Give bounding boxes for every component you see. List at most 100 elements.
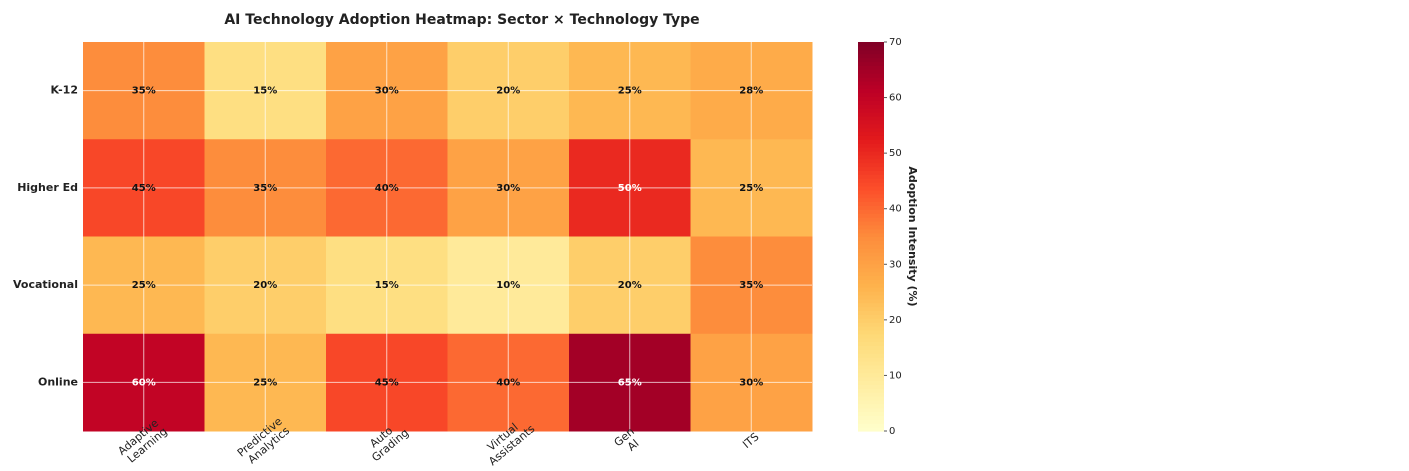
colorbar-segment (858, 395, 884, 401)
colorbar-segment (858, 209, 884, 214)
colorbar-segment (858, 357, 884, 362)
colorbar-segment (858, 45, 884, 51)
colorbar-segment (858, 294, 884, 300)
colorbar-segment (858, 236, 884, 241)
colorbar-segment (858, 88, 884, 94)
colorbar-segment (858, 193, 884, 199)
colorbar-segment (858, 108, 884, 113)
colorbar-tick-label: 70 (889, 37, 902, 48)
colorbar-tick-label: 30 (889, 259, 902, 270)
colorbar-segment (858, 147, 884, 152)
colorbar-segment (858, 403, 884, 409)
colorbar-segment (858, 92, 884, 98)
value-label: 50% (618, 183, 642, 194)
colorbar-segment (858, 380, 884, 385)
colorbar-tick-label: 20 (889, 315, 902, 326)
colorbar-segment (858, 154, 884, 160)
colorbar-segment (858, 150, 884, 156)
colorbar-segment (858, 53, 884, 59)
colorbar-segment (858, 372, 884, 378)
colorbar-segment (858, 376, 884, 382)
colorbar-segment (858, 65, 884, 70)
colorbar-segment (858, 259, 884, 265)
colorbar-segment (858, 69, 884, 74)
colorbar-segment (858, 271, 884, 276)
colorbar-segment (858, 306, 884, 312)
colorbar-label: Adoption Intensity (%) (906, 166, 919, 306)
value-label: 25% (618, 86, 642, 97)
colorbar-segment (858, 341, 884, 347)
value-label: 30% (739, 377, 763, 388)
colorbar-tick-label: 60 (889, 93, 902, 104)
value-label: 20% (496, 86, 520, 97)
value-label: 28% (739, 86, 763, 97)
colorbar-tick-label: 10 (889, 370, 902, 381)
colorbar-segment (858, 240, 884, 245)
y-tick-label: K-12 (51, 84, 78, 97)
colorbar-segment (858, 84, 884, 90)
value-label: 35% (253, 183, 277, 194)
colorbar-segment (858, 318, 884, 323)
colorbar-segment (858, 131, 884, 136)
colorbar-segment (858, 232, 884, 238)
colorbar-segment (858, 189, 884, 195)
value-label: 15% (375, 280, 399, 291)
value-label: 40% (496, 377, 520, 388)
colorbar-segment (858, 353, 884, 358)
colorbar-segment (858, 127, 884, 133)
colorbar-segment (858, 228, 884, 234)
colorbar-segment (858, 170, 884, 175)
colorbar-segment (858, 279, 884, 284)
colorbar-segment (858, 42, 884, 47)
colorbar-tick-label: 50 (889, 148, 902, 159)
colorbar-segment (858, 182, 884, 187)
colorbar-segment (858, 96, 884, 101)
colorbar-segment (858, 100, 884, 105)
x-tick-label: Auto Grading (362, 417, 412, 464)
value-label: 25% (132, 280, 156, 291)
colorbar-segment (858, 115, 884, 121)
colorbar-segment (858, 158, 884, 164)
colorbar-segment (858, 325, 884, 331)
value-label: 30% (496, 183, 520, 194)
colorbar-segment (858, 399, 884, 405)
colorbar-segment (858, 224, 884, 230)
colorbar-segment (858, 166, 884, 171)
colorbar-segment (858, 392, 884, 397)
colorbar-segment (858, 185, 884, 191)
value-label: 30% (375, 86, 399, 97)
value-label: 40% (375, 183, 399, 194)
colorbar-segment (858, 337, 884, 343)
colorbar-segment (858, 302, 884, 308)
colorbar-segment (858, 73, 884, 78)
colorbar-segment (858, 252, 884, 257)
colorbar-segment (858, 123, 884, 129)
colorbar-segment (858, 364, 884, 370)
colorbar-segment (858, 407, 884, 413)
colorbar-segment (858, 423, 884, 428)
colorbar-segment (858, 178, 884, 183)
colorbar-segment (858, 119, 884, 125)
colorbar-segment (858, 174, 884, 179)
colorbar-segment (858, 162, 884, 168)
colorbar-segment (858, 411, 884, 417)
y-tick-label: Higher Ed (17, 181, 78, 194)
colorbar-segment (858, 57, 884, 63)
colorbar-segment (858, 205, 884, 210)
value-label: 25% (253, 377, 277, 388)
colorbar-segment (858, 310, 884, 315)
value-label: 25% (739, 183, 763, 194)
value-label: 20% (618, 280, 642, 291)
colorbar-tick-label: 0 (889, 426, 895, 437)
colorbar-segment (858, 61, 884, 66)
colorbar-segment (858, 135, 884, 140)
colorbar-segment (858, 201, 884, 206)
value-label: 20% (253, 280, 277, 291)
y-tick-label: Vocational (13, 278, 78, 291)
value-label: 60% (132, 377, 156, 388)
colorbar-segment (858, 388, 884, 393)
value-label: 35% (132, 86, 156, 97)
colorbar-segment (858, 345, 884, 350)
colorbar-segment (858, 275, 884, 280)
